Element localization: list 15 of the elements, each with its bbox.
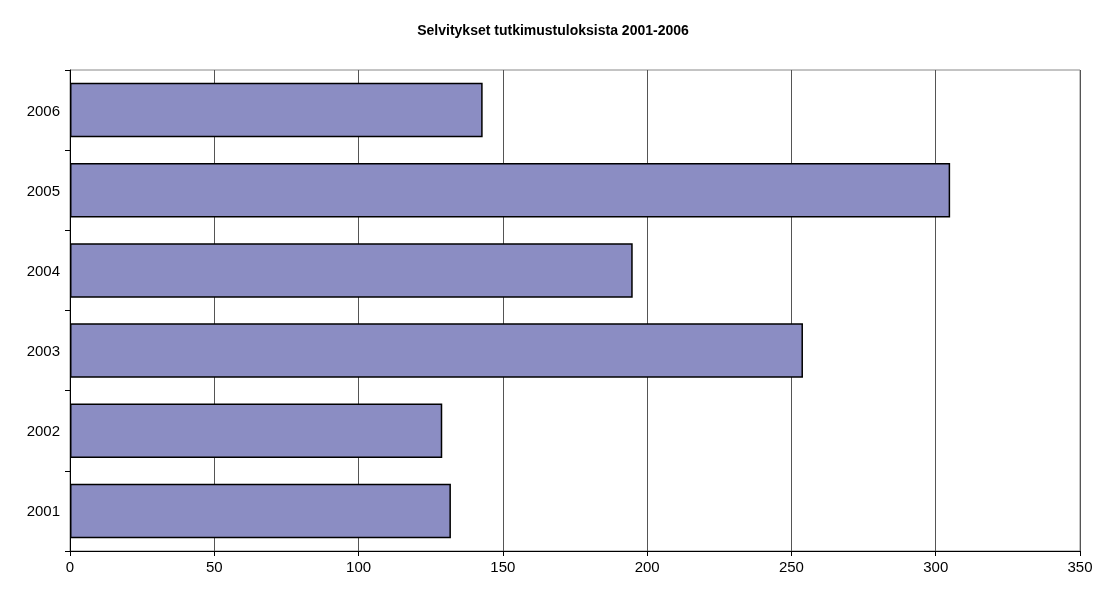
- x-tick-label: 50: [205, 558, 223, 575]
- y-tick-label: 2001: [26, 502, 60, 520]
- x-tick-label: 0: [65, 558, 75, 575]
- x-tick-label: 100: [346, 558, 372, 575]
- y-tick-label: 2003: [26, 342, 60, 360]
- x-tick-label: 150: [490, 558, 516, 575]
- y-tick-label: 2004: [26, 261, 60, 279]
- y-tick-label: 2002: [26, 422, 60, 440]
- y-tick-label: 2005: [26, 181, 60, 199]
- x-tick-label: 300: [923, 558, 949, 575]
- x-tick-label: 250: [778, 558, 804, 575]
- chart-title: Selvitykset tutkimustuloksista 2001-2006: [417, 22, 689, 38]
- y-tick-label: 2006: [26, 101, 60, 119]
- x-tick-label: 350: [1067, 558, 1093, 575]
- x-tick-label: 200: [634, 558, 660, 575]
